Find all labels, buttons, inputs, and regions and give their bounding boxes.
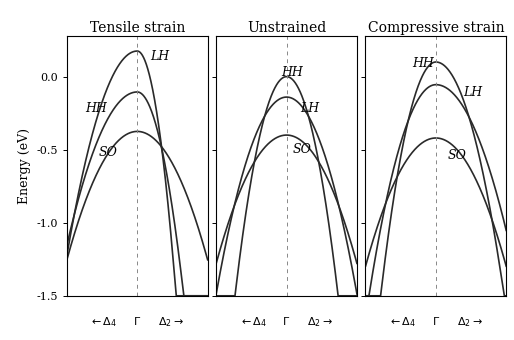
Text: $\Delta_2 \rightarrow$: $\Delta_2 \rightarrow$	[307, 315, 333, 328]
Text: $\Gamma$: $\Gamma$	[283, 315, 290, 327]
Text: $\Delta_2 \rightarrow$: $\Delta_2 \rightarrow$	[457, 315, 483, 328]
Text: HH: HH	[85, 102, 107, 115]
Text: $\Gamma$: $\Gamma$	[432, 315, 440, 327]
Y-axis label: Energy (eV): Energy (eV)	[18, 128, 31, 204]
Text: SO: SO	[448, 149, 466, 162]
Text: LH: LH	[150, 50, 169, 63]
Text: SO: SO	[292, 143, 311, 156]
Title: Tensile strain: Tensile strain	[89, 20, 185, 35]
Text: SO: SO	[98, 146, 117, 159]
Text: $\leftarrow \Delta_4$: $\leftarrow \Delta_4$	[89, 315, 117, 328]
Text: LH: LH	[300, 102, 319, 115]
Title: Unstrained: Unstrained	[247, 20, 326, 35]
Text: $\leftarrow \Delta_4$: $\leftarrow \Delta_4$	[239, 315, 267, 328]
Text: LH: LH	[463, 86, 482, 99]
Title: Compressive strain: Compressive strain	[368, 20, 504, 35]
Text: HH: HH	[281, 66, 303, 79]
Text: $\Gamma$: $\Gamma$	[133, 315, 141, 327]
Text: $\Delta_2 \rightarrow$: $\Delta_2 \rightarrow$	[158, 315, 184, 328]
Text: $\leftarrow \Delta_4$: $\leftarrow \Delta_4$	[388, 315, 416, 328]
Text: HH: HH	[412, 57, 434, 70]
